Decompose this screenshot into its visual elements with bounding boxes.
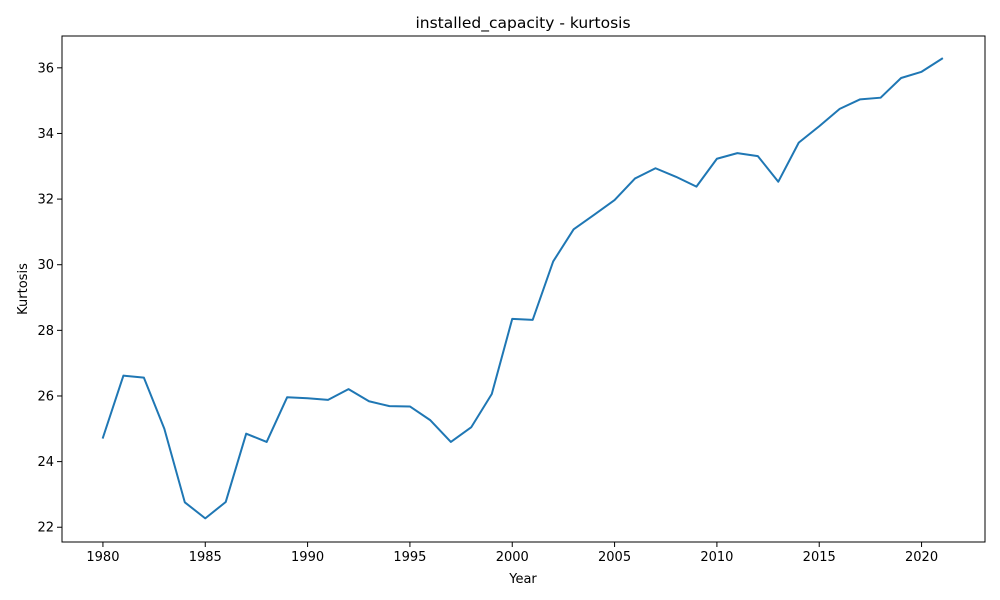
- x-axis-label: Year: [508, 572, 537, 587]
- y-tick-label: 36: [37, 61, 54, 76]
- x-tick-label: 2020: [905, 550, 938, 565]
- plot-area: 1980 1985 1990 1995 2000 2005 2010 2015 2020 22 24…: [37, 35, 986, 565]
- axes-frame: [61, 35, 986, 543]
- x-tick-label: 1995: [393, 550, 426, 565]
- x-tick-label: 2000: [496, 550, 529, 565]
- y-tick-label: 26: [37, 389, 54, 404]
- x-tick-label: 1985: [189, 550, 222, 565]
- x-tick-label: 2010: [700, 550, 733, 565]
- y-tick-label: 32: [37, 193, 54, 208]
- y-tick-label: 22: [37, 521, 54, 536]
- chart-title: installed_capacity - kurtosis: [415, 14, 630, 33]
- x-tick-label: 2005: [598, 550, 631, 565]
- x-tick-label: 1990: [291, 550, 324, 565]
- y-tick-label: 28: [37, 324, 54, 339]
- y-axis-label: Kurtosis: [16, 263, 31, 315]
- x-tick-label: 2015: [803, 550, 836, 565]
- series-line-0: [101, 57, 944, 520]
- y-tick-label: 34: [37, 127, 54, 142]
- x-tick-label: 1980: [86, 550, 119, 565]
- y-tick-label: 30: [37, 258, 54, 273]
- y-tick-label: 24: [37, 455, 54, 470]
